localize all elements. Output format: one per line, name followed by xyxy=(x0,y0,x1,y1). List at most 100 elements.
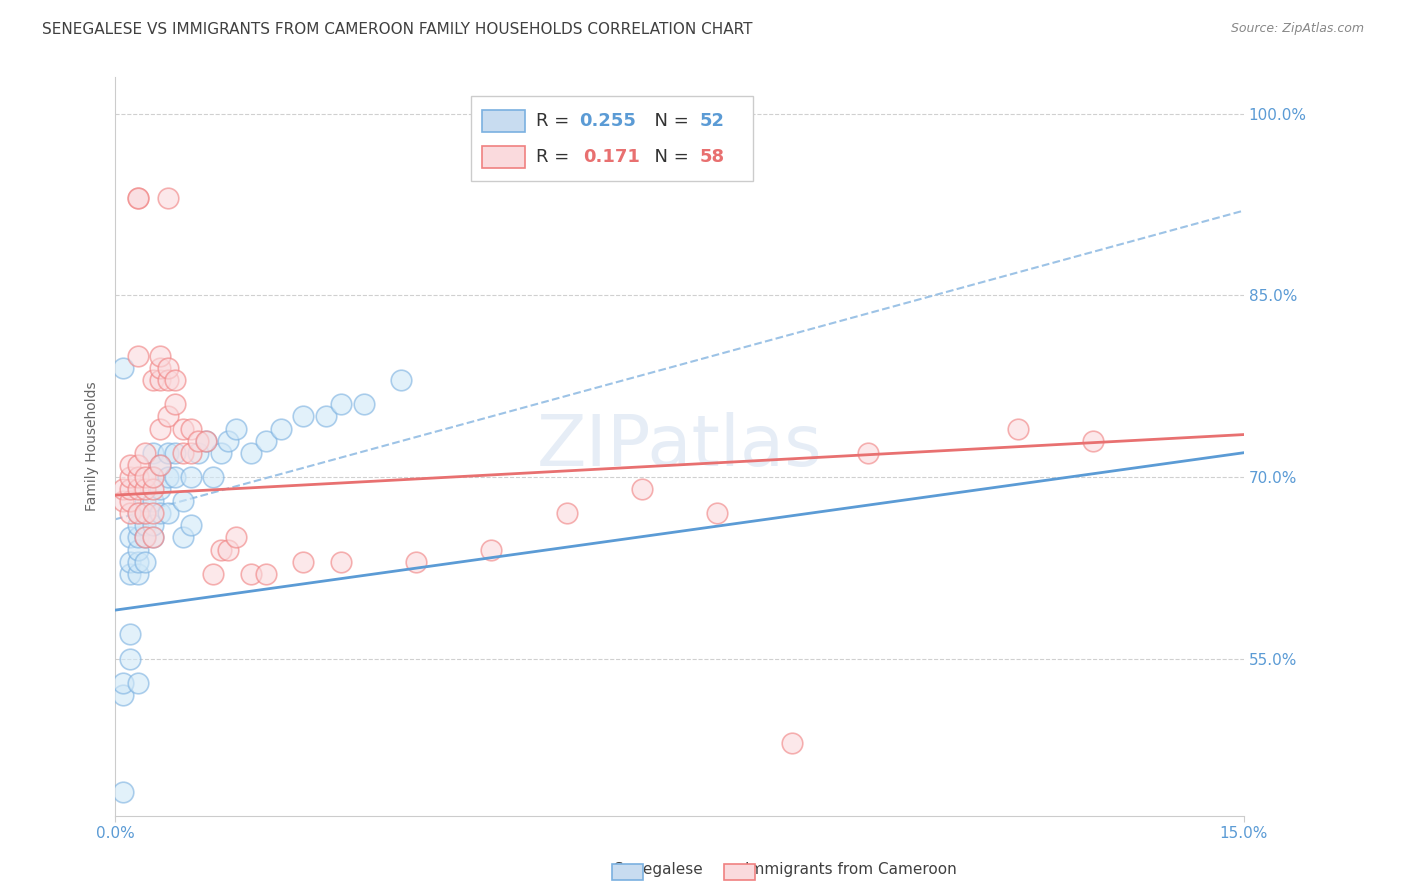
Point xyxy=(134,531,156,545)
Point xyxy=(149,361,172,376)
Point xyxy=(856,446,879,460)
Point xyxy=(142,446,165,460)
Point xyxy=(187,434,209,448)
Point xyxy=(127,482,149,496)
Point xyxy=(127,470,149,484)
Text: N =: N = xyxy=(644,112,695,130)
Point xyxy=(179,446,201,460)
Point xyxy=(481,542,503,557)
FancyBboxPatch shape xyxy=(471,96,752,181)
Point xyxy=(179,470,201,484)
Point xyxy=(389,373,412,387)
Point xyxy=(156,373,179,387)
Point xyxy=(156,506,179,520)
Point xyxy=(142,531,165,545)
Point xyxy=(172,446,194,460)
Point xyxy=(120,531,142,545)
Point xyxy=(179,518,201,533)
Point xyxy=(254,434,277,448)
Point xyxy=(127,566,149,581)
Point xyxy=(127,458,149,472)
Point xyxy=(555,506,578,520)
Text: Senegalese: Senegalese xyxy=(614,863,703,877)
Point xyxy=(156,470,179,484)
Point xyxy=(149,506,172,520)
Point xyxy=(165,446,187,460)
Point xyxy=(209,446,232,460)
Point xyxy=(353,397,375,411)
Text: ZIPatlas: ZIPatlas xyxy=(537,412,823,481)
Point xyxy=(1007,421,1029,435)
Point xyxy=(292,409,315,424)
Point xyxy=(142,506,165,520)
Point xyxy=(142,518,165,533)
Point xyxy=(120,494,142,508)
Point xyxy=(127,506,149,520)
Point xyxy=(149,349,172,363)
Text: 58: 58 xyxy=(700,148,725,166)
Point xyxy=(120,458,142,472)
Point xyxy=(156,192,179,206)
Point xyxy=(142,373,165,387)
Point xyxy=(127,531,149,545)
Y-axis label: Family Households: Family Households xyxy=(86,382,100,511)
Point xyxy=(111,785,134,799)
Point xyxy=(782,736,804,750)
Point xyxy=(142,482,165,496)
Text: Source: ZipAtlas.com: Source: ZipAtlas.com xyxy=(1230,22,1364,36)
Point xyxy=(127,192,149,206)
Point xyxy=(202,470,225,484)
Text: N =: N = xyxy=(644,148,695,166)
Point xyxy=(194,434,217,448)
Point xyxy=(142,494,165,508)
Point xyxy=(111,675,134,690)
Point xyxy=(165,373,187,387)
Point xyxy=(120,566,142,581)
Point xyxy=(631,482,654,496)
Point xyxy=(127,349,149,363)
Point xyxy=(149,482,172,496)
Point xyxy=(134,506,156,520)
Point xyxy=(330,397,353,411)
Point xyxy=(149,421,172,435)
Point xyxy=(156,409,179,424)
Point xyxy=(127,542,149,557)
Text: 0.255: 0.255 xyxy=(579,112,636,130)
Text: Immigrants from Cameroon: Immigrants from Cameroon xyxy=(745,863,957,877)
Point xyxy=(217,542,239,557)
Point xyxy=(142,531,165,545)
Point xyxy=(142,470,165,484)
Point xyxy=(172,494,194,508)
Point xyxy=(127,518,149,533)
Point xyxy=(149,458,172,472)
Text: R =: R = xyxy=(536,148,581,166)
FancyBboxPatch shape xyxy=(482,146,524,168)
Point xyxy=(172,531,194,545)
Text: SENEGALESE VS IMMIGRANTS FROM CAMEROON FAMILY HOUSEHOLDS CORRELATION CHART: SENEGALESE VS IMMIGRANTS FROM CAMEROON F… xyxy=(42,22,752,37)
Point xyxy=(134,518,156,533)
Point xyxy=(127,555,149,569)
Point xyxy=(134,494,156,508)
Point xyxy=(330,555,353,569)
Point xyxy=(194,434,217,448)
Point xyxy=(239,566,262,581)
Point xyxy=(111,688,134,702)
Point xyxy=(165,397,187,411)
Point xyxy=(120,482,142,496)
Point xyxy=(120,627,142,641)
Point xyxy=(120,555,142,569)
FancyBboxPatch shape xyxy=(482,111,524,132)
Point xyxy=(120,470,142,484)
Point xyxy=(209,542,232,557)
Point xyxy=(142,470,165,484)
Point xyxy=(292,555,315,569)
Text: R =: R = xyxy=(536,112,575,130)
Point xyxy=(120,651,142,665)
Point xyxy=(120,506,142,520)
Text: 52: 52 xyxy=(700,112,725,130)
Point xyxy=(165,470,187,484)
Point xyxy=(315,409,337,424)
Point xyxy=(127,192,149,206)
Point xyxy=(179,421,201,435)
Point xyxy=(134,482,156,496)
